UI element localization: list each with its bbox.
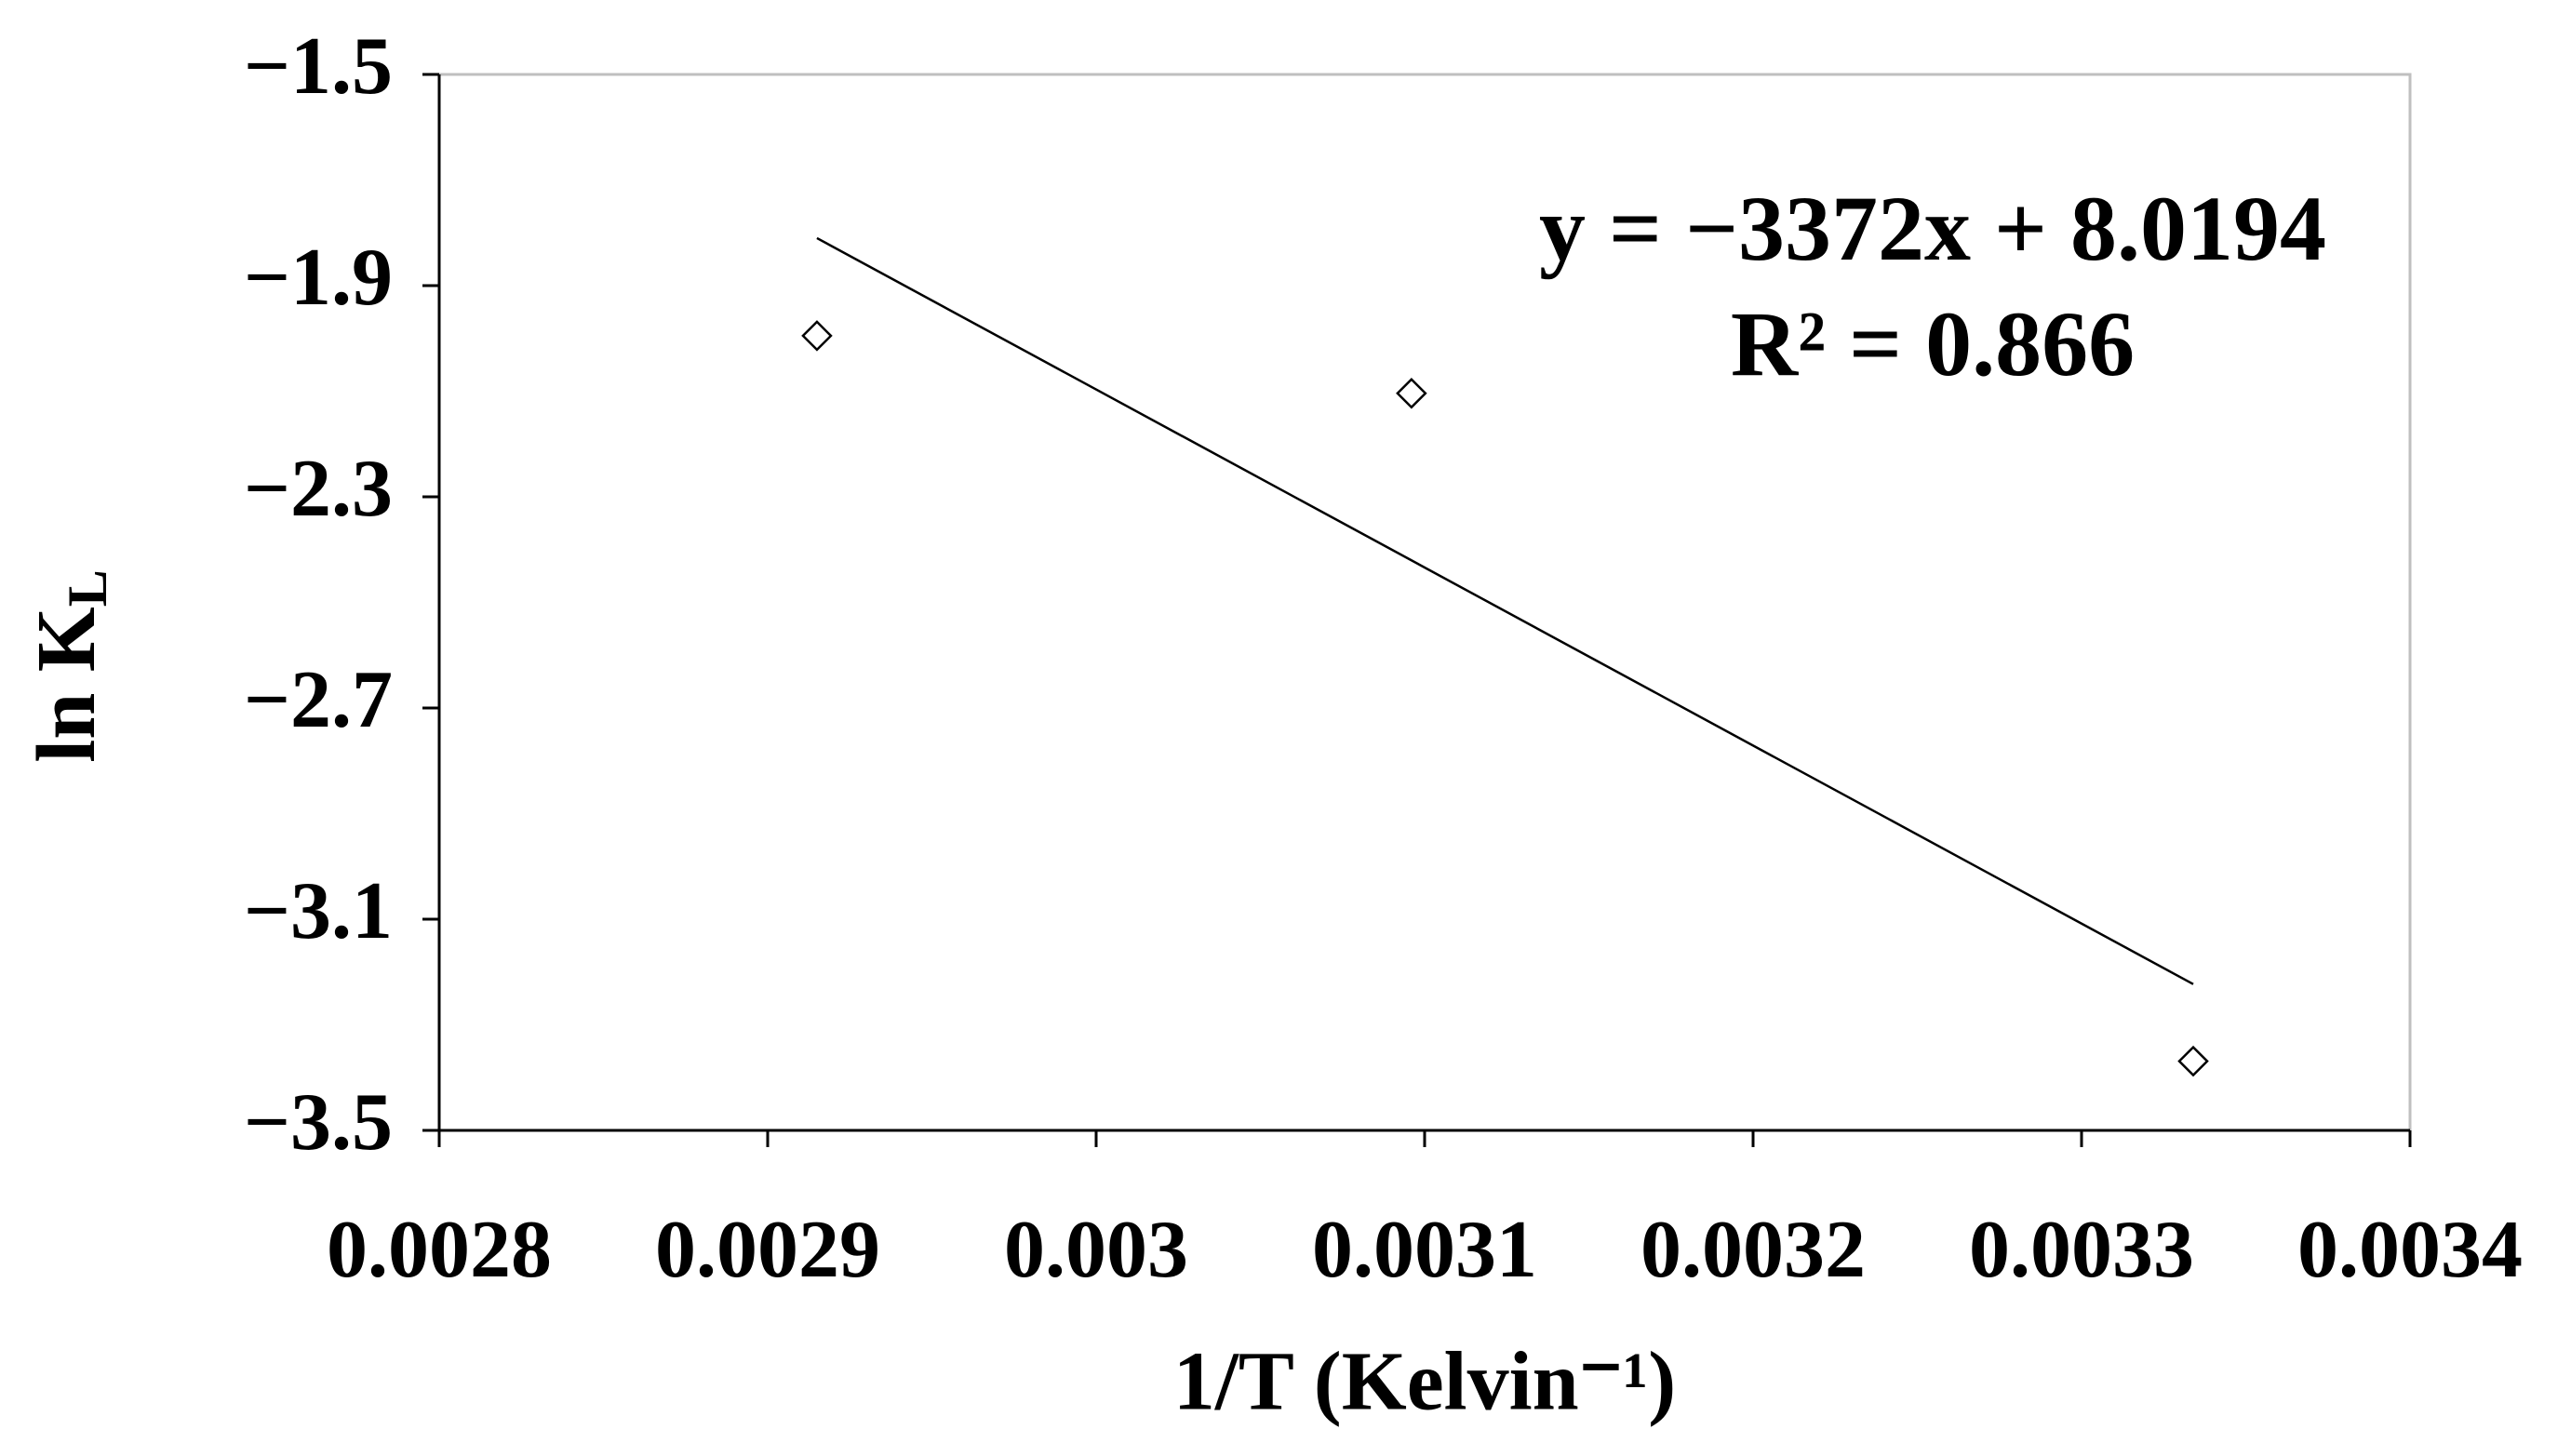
y-tick-label: −1.5 — [244, 21, 393, 112]
x-tick-label: 0.0028 — [327, 1205, 552, 1295]
y-axis-title-subscript: L — [57, 569, 118, 607]
x-tick-label: 0.0034 — [2297, 1205, 2523, 1295]
x-tick-label: 0.0032 — [1640, 1205, 1866, 1295]
y-tick-label: −1.9 — [244, 233, 393, 323]
y-tick-label: −2.7 — [244, 655, 393, 745]
y-axis-title-main: ln K — [20, 607, 113, 763]
marker — [801, 320, 833, 352]
x-axis-title: 1/T (Kelvin⁻¹) — [1173, 1336, 1676, 1428]
marker — [2177, 1045, 2209, 1077]
equation: y = −3372x + 8.0194 — [1539, 177, 2326, 280]
marker — [1396, 378, 1427, 409]
x-tick-label: 0.003 — [1004, 1205, 1188, 1295]
x-tick-label: 0.0031 — [1312, 1205, 1537, 1295]
y-tick-label: −3.5 — [244, 1077, 393, 1168]
x-tick-label: 0.0029 — [655, 1205, 880, 1295]
y-tick-label: −3.1 — [244, 866, 393, 956]
y-tick-label: −2.3 — [244, 444, 393, 534]
y-axis-title: ln KL — [20, 569, 118, 763]
x-tick-label: 0.0033 — [1969, 1205, 2194, 1295]
trendline — [816, 236, 2194, 985]
r-squared: R² = 0.866 — [1731, 292, 2135, 395]
